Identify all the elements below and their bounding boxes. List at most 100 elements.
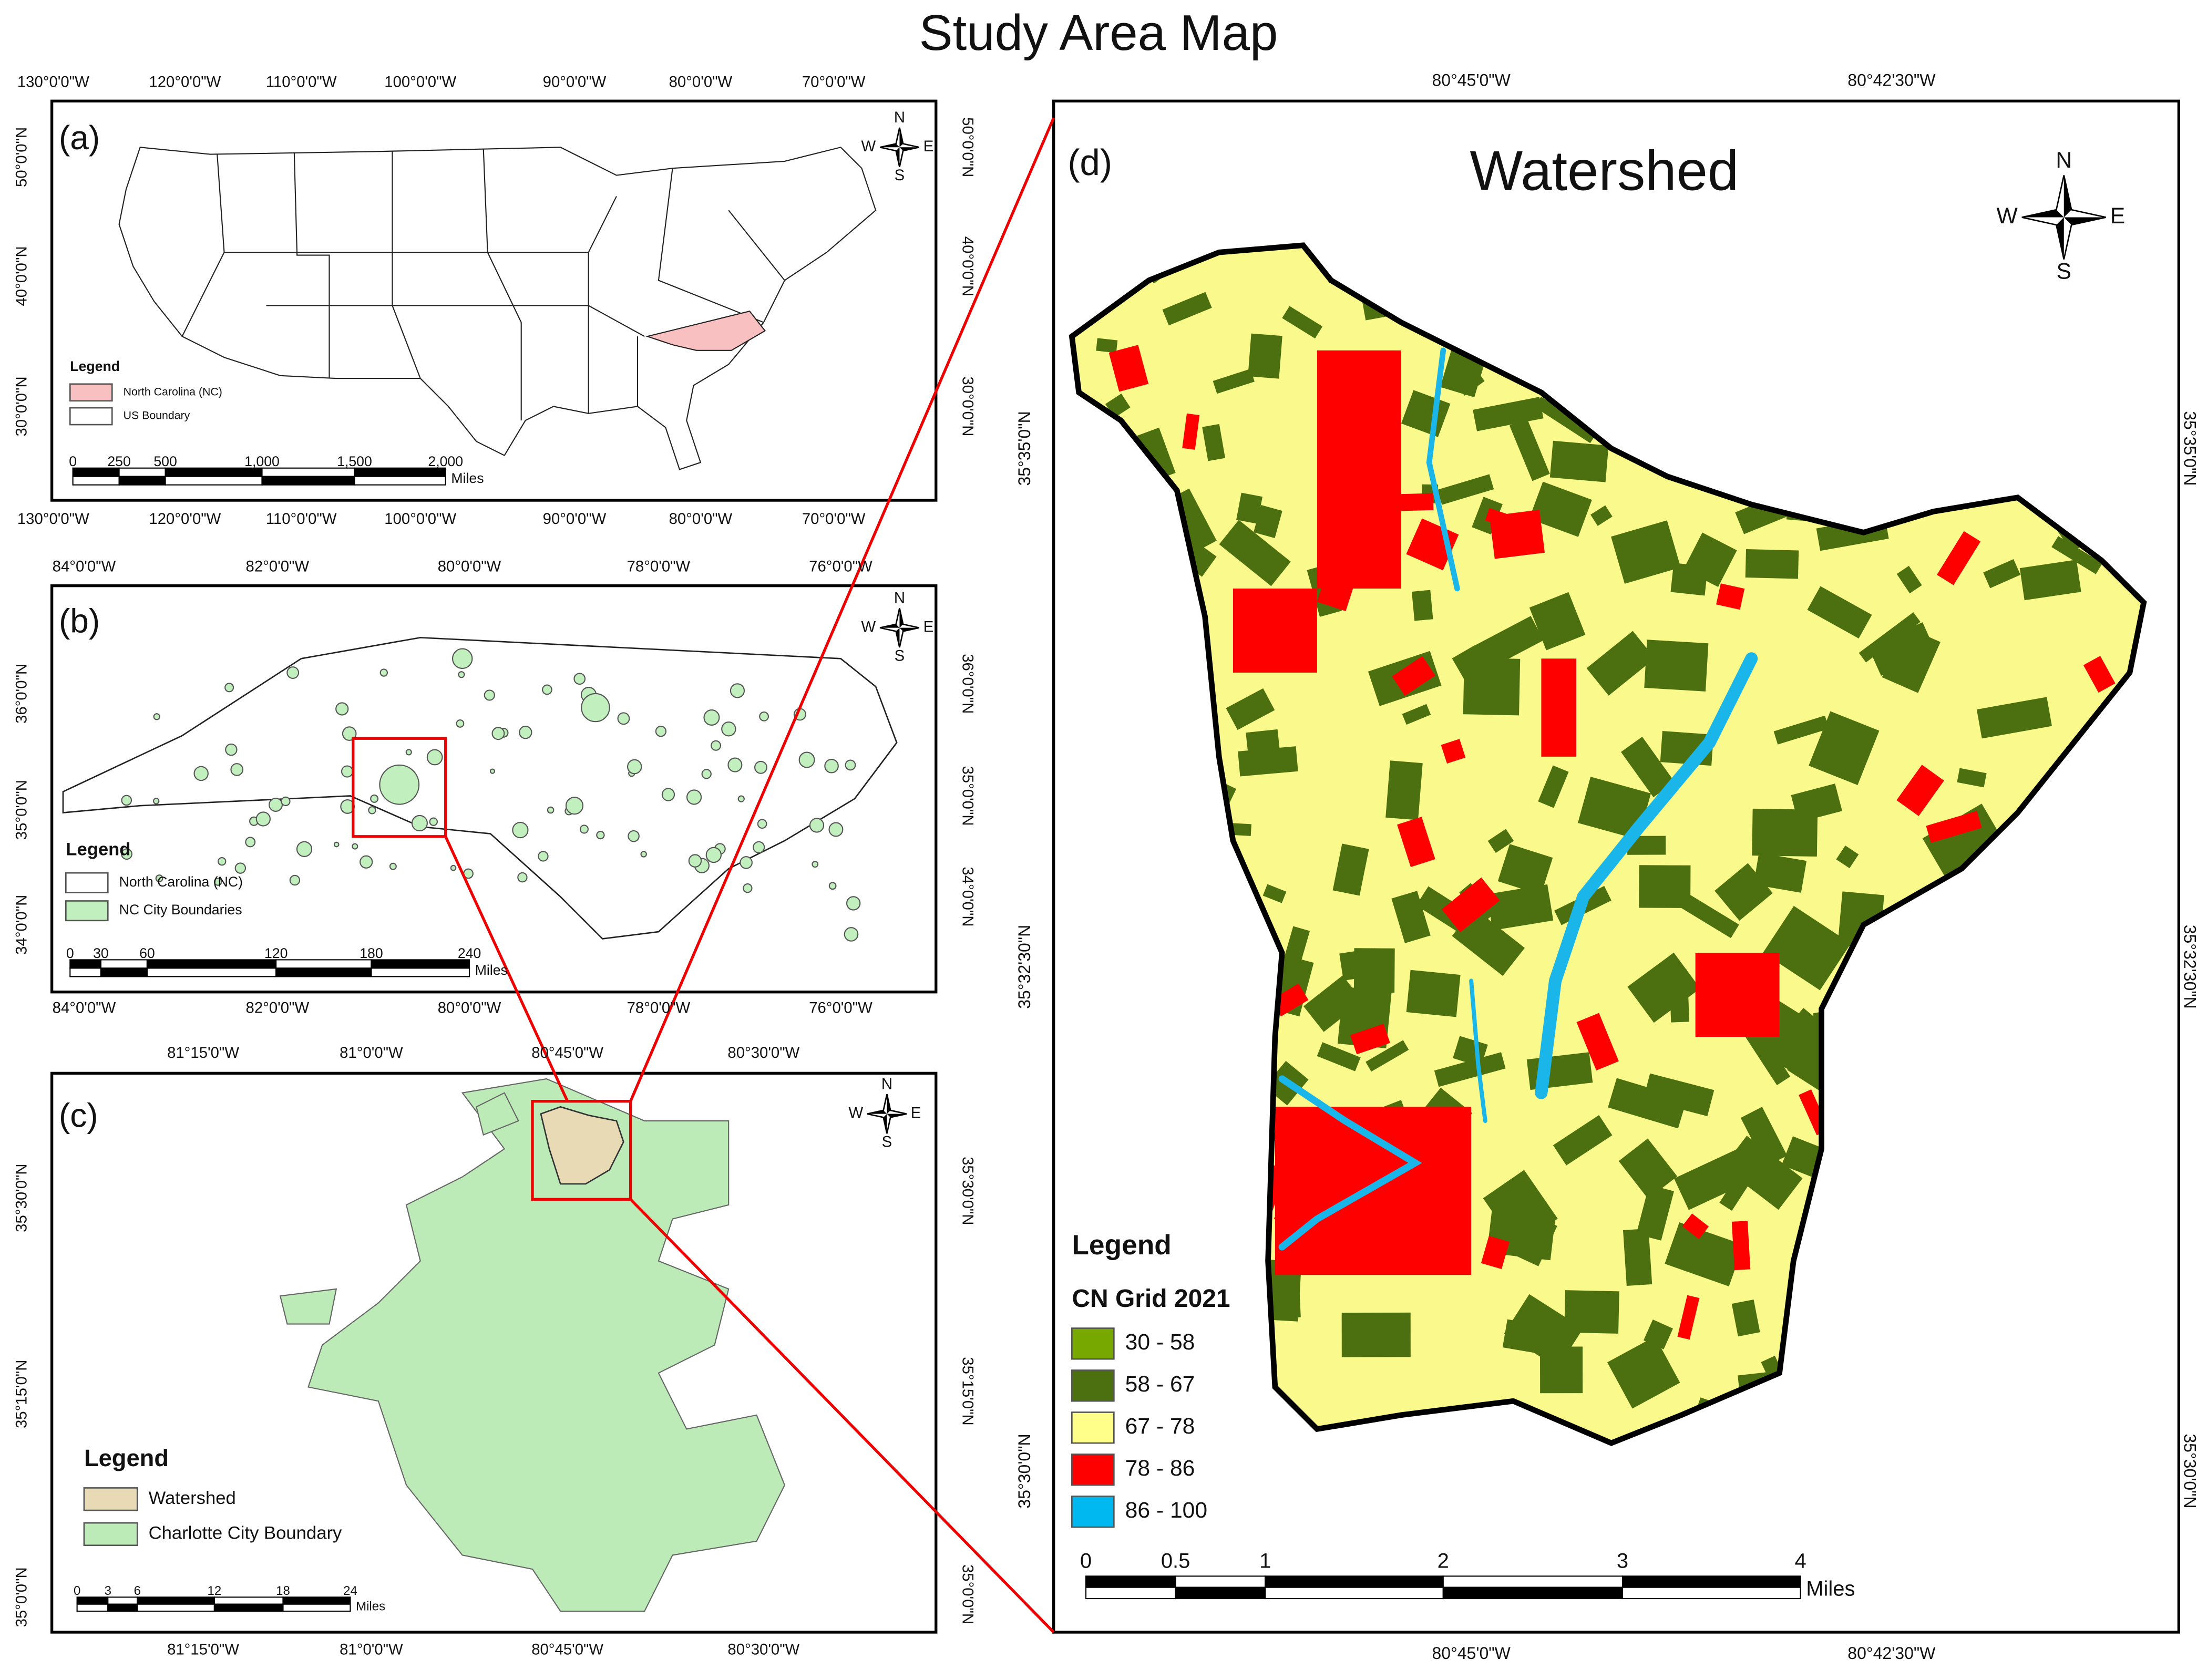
state-line xyxy=(728,210,785,281)
scale-unit: Miles xyxy=(451,470,484,486)
city-blob xyxy=(121,795,132,806)
city-blob xyxy=(737,795,745,802)
scale-label: 500 xyxy=(153,454,177,469)
panel-heading: Watershed xyxy=(1470,139,1739,202)
city-blob xyxy=(846,896,861,911)
city-blob xyxy=(269,798,283,812)
longitude-label: 110°0'0"W xyxy=(266,510,337,528)
city-blob xyxy=(824,758,839,774)
connector xyxy=(629,1198,1055,1633)
legend-label: Charlotte City Boundary xyxy=(149,1523,342,1543)
land-patch xyxy=(1162,292,1212,326)
land-patch xyxy=(1715,863,1773,921)
land-patch xyxy=(1636,1184,1674,1241)
land-patch xyxy=(1411,590,1433,621)
city-blob xyxy=(213,878,222,886)
land-patch xyxy=(1564,1290,1619,1334)
scale-segment xyxy=(213,1603,284,1612)
longitude-label: 110°0'0"W xyxy=(266,73,337,90)
panel-frame xyxy=(50,99,938,502)
legend-label: NC City Boundaries xyxy=(119,902,242,918)
land-patch xyxy=(1391,891,1431,943)
land-patch xyxy=(1202,424,1226,461)
longitude-label: 80°45'0"W xyxy=(1432,70,1511,89)
compass-label: S xyxy=(882,1133,892,1150)
scale-segment xyxy=(146,967,277,977)
scale-label: 4 xyxy=(1794,1549,1806,1572)
water xyxy=(1278,347,1758,1251)
land-patch xyxy=(1096,338,1118,353)
land-patch xyxy=(1896,565,1922,594)
stream xyxy=(1469,978,1487,1123)
city-blob xyxy=(688,854,702,868)
scale-label: 18 xyxy=(276,1584,290,1598)
scale-segment xyxy=(146,959,277,969)
compass-label: S xyxy=(895,647,905,664)
scale-segment xyxy=(275,959,372,969)
longitude-label: 130°0'0"W xyxy=(17,73,89,90)
land-patch xyxy=(1248,333,1282,379)
compass-label: W xyxy=(848,1104,863,1121)
longitude-label: 81°15'0"W xyxy=(167,1641,239,1658)
scale-label: 1 xyxy=(1259,1549,1271,1572)
land-patch xyxy=(1576,1013,1619,1071)
land-patch xyxy=(1317,350,1401,589)
land-patch xyxy=(1262,884,1287,903)
land-patch xyxy=(1618,1138,1678,1199)
city-blob xyxy=(193,766,209,781)
longitude-label: 76°0'0"W xyxy=(809,999,872,1016)
land-patch xyxy=(1836,845,1859,869)
land-patch xyxy=(1452,908,1525,976)
land-patch xyxy=(1534,396,1597,444)
city-blob xyxy=(218,857,227,866)
land-patch xyxy=(1763,905,1851,991)
nc-outline xyxy=(62,636,898,940)
city-blob xyxy=(812,861,819,868)
longitude-label: 84°0'0"W xyxy=(53,999,116,1016)
legend-swatch xyxy=(69,383,113,402)
legend-title: Legend xyxy=(84,1445,169,1471)
scale-segment xyxy=(1265,1575,1444,1588)
city-blob xyxy=(809,818,825,833)
latitude-label: 35°35'0"N xyxy=(2181,411,2197,486)
land-patch xyxy=(1282,306,1323,339)
scale-segment xyxy=(137,1603,215,1612)
scale-segment xyxy=(1085,1586,1176,1600)
scale-segment xyxy=(1085,1575,1176,1588)
longitude-label: 130°0'0"W xyxy=(17,510,89,528)
land-patch xyxy=(2083,656,2116,693)
longitude-label: 80°45'0"W xyxy=(1432,1644,1511,1663)
figure-title: Study Area Map xyxy=(919,5,1278,61)
land-patch xyxy=(1644,640,1709,692)
land-patch xyxy=(1627,836,1666,855)
land-patch xyxy=(1303,975,1363,1032)
land-patch xyxy=(1590,505,1613,526)
land-patch xyxy=(1882,626,1941,693)
legend-title: Legend xyxy=(70,358,120,374)
city-blob xyxy=(341,765,354,778)
land-patch xyxy=(1497,844,1553,895)
compass-label: E xyxy=(923,618,934,635)
land-patch xyxy=(1441,739,1466,764)
city-blob xyxy=(429,817,438,826)
scale-segment xyxy=(354,476,446,486)
land-patch xyxy=(1213,368,1255,394)
land-patch xyxy=(1317,1042,1361,1071)
stream xyxy=(1535,652,1758,1099)
latitude-label: 50°0'0"N xyxy=(959,117,977,177)
latitude-label: 40°0'0"N xyxy=(13,246,30,306)
land-patch xyxy=(1236,492,1262,524)
legend-title: Legend xyxy=(1072,1230,1172,1261)
city-blob xyxy=(845,759,856,771)
land-patch xyxy=(1859,612,1921,663)
land-patch xyxy=(1540,1346,1583,1394)
scale-segment xyxy=(371,959,470,969)
highlight-box xyxy=(531,1100,632,1201)
city-blob xyxy=(640,851,647,858)
scale-segment xyxy=(100,967,148,977)
longitude-label: 78°0'0"W xyxy=(627,999,691,1016)
land-patch xyxy=(1922,803,2005,877)
city-blob xyxy=(450,864,457,871)
scale-segment xyxy=(261,476,355,486)
city-blob xyxy=(451,648,473,669)
